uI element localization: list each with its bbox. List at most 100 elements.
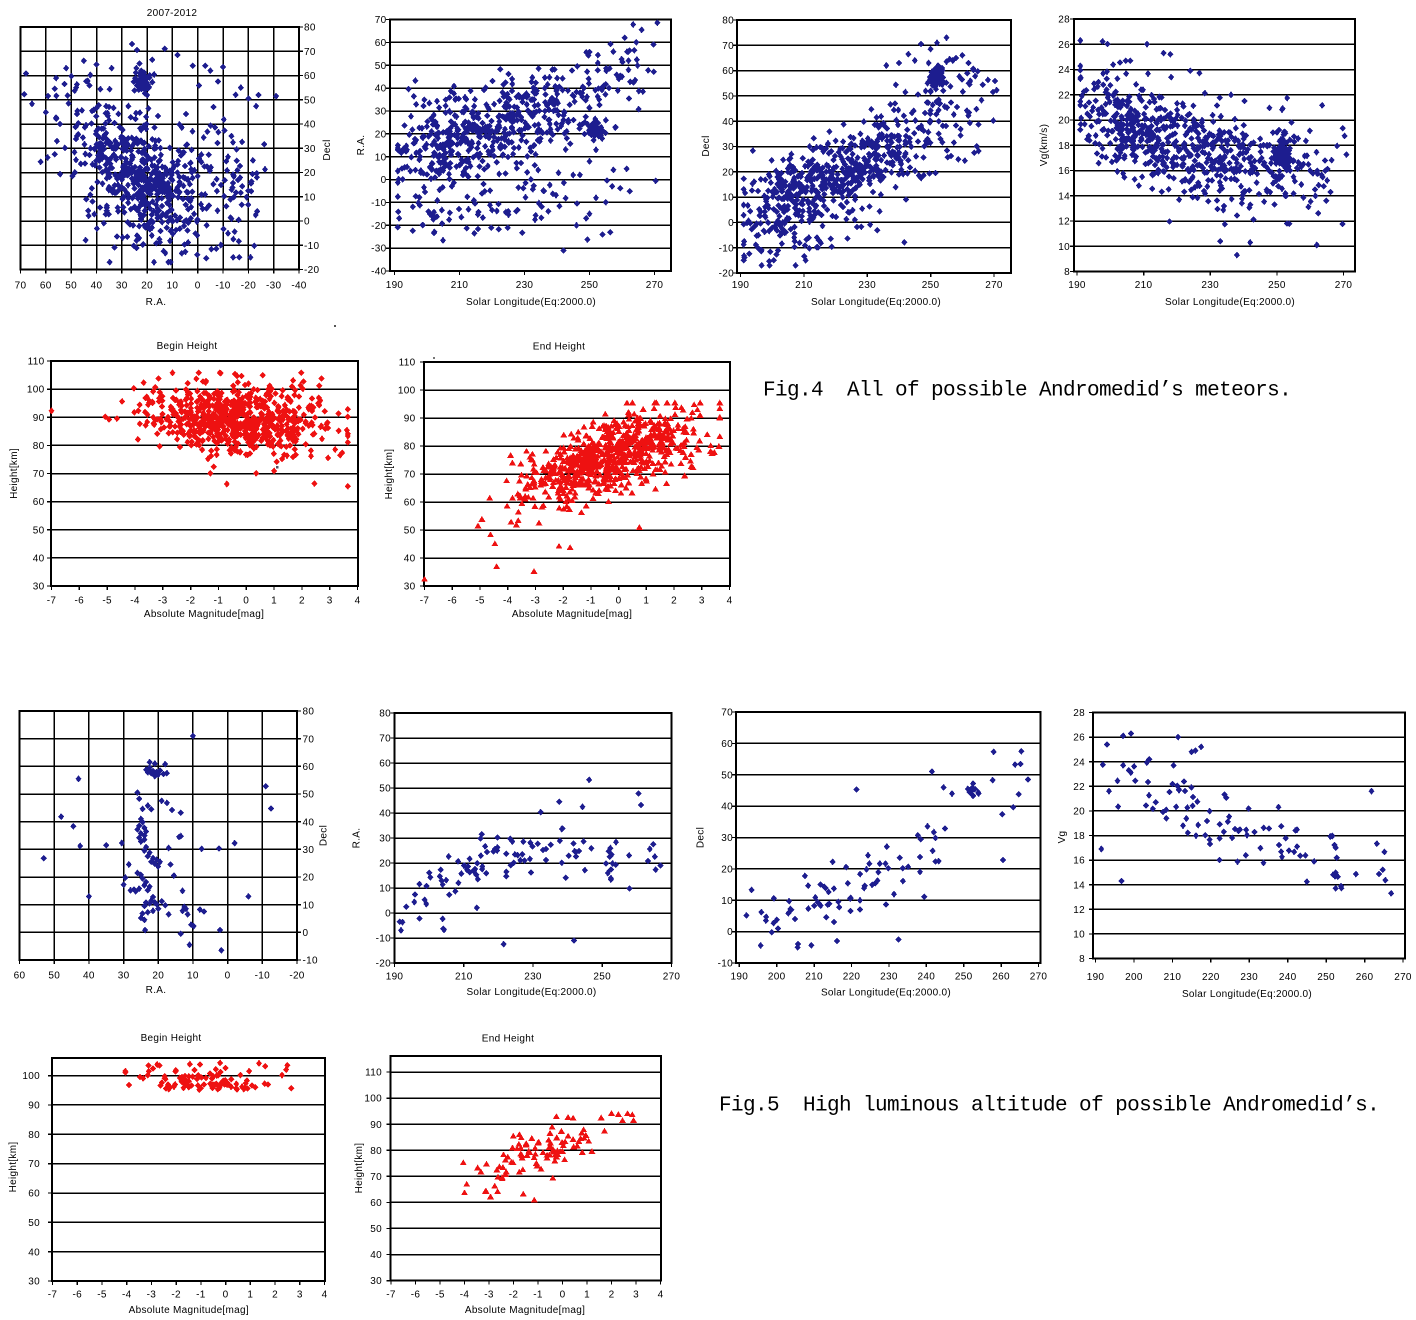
- svg-text:40: 40: [404, 554, 416, 565]
- svg-text:250: 250: [1317, 972, 1335, 983]
- svg-text:26: 26: [1058, 40, 1070, 51]
- svg-text:0: 0: [616, 596, 622, 607]
- svg-text:2: 2: [671, 596, 677, 607]
- svg-text:30: 30: [404, 582, 416, 593]
- svg-text:60: 60: [375, 38, 387, 49]
- svg-text:50: 50: [304, 95, 316, 106]
- svg-text:190: 190: [386, 280, 404, 291]
- svg-text:18: 18: [1073, 831, 1085, 842]
- svg-text:80: 80: [33, 441, 45, 452]
- svg-text:-3: -3: [484, 1290, 494, 1301]
- svg-text:Solar Longitude(Eq:2000.0): Solar Longitude(Eq:2000.0): [1182, 989, 1312, 1000]
- svg-text:60: 60: [40, 281, 52, 292]
- svg-text:210: 210: [455, 972, 473, 983]
- svg-text:80: 80: [303, 707, 315, 718]
- svg-text:3: 3: [297, 1290, 303, 1301]
- svg-text:230: 230: [880, 972, 898, 983]
- svg-text:26: 26: [1073, 733, 1085, 744]
- svg-text:-30: -30: [266, 281, 281, 292]
- svg-text:250: 250: [955, 972, 973, 983]
- svg-text:50: 50: [28, 1218, 40, 1229]
- svg-text:70: 70: [722, 41, 734, 52]
- svg-text:80: 80: [404, 442, 416, 453]
- svg-text:10: 10: [379, 884, 391, 895]
- svg-text:-10: -10: [255, 971, 270, 982]
- svg-text:40: 40: [83, 971, 95, 982]
- svg-text:Decl: Decl: [322, 139, 333, 160]
- svg-text:250: 250: [581, 280, 599, 291]
- svg-text:12: 12: [1073, 905, 1085, 916]
- svg-text:-10: -10: [371, 198, 386, 209]
- svg-text:-4: -4: [503, 596, 513, 607]
- svg-text:Height[km]: Height[km]: [354, 1143, 365, 1194]
- svg-text:18: 18: [1058, 141, 1070, 152]
- svg-text:110: 110: [365, 1068, 382, 1079]
- svg-text:-7: -7: [48, 1290, 58, 1301]
- svg-text:8: 8: [1064, 267, 1070, 278]
- svg-text:20: 20: [379, 859, 391, 870]
- svg-text:-2: -2: [186, 596, 196, 607]
- svg-text:220: 220: [1202, 972, 1220, 983]
- svg-text:Solar Longitude(Eq:2000.0): Solar Longitude(Eq:2000.0): [811, 297, 941, 308]
- svg-text:80: 80: [304, 23, 316, 34]
- svg-text:240: 240: [1279, 972, 1297, 983]
- svg-text:230: 230: [858, 280, 876, 291]
- svg-text:16: 16: [1073, 856, 1085, 867]
- svg-text:60: 60: [303, 762, 315, 773]
- svg-text:10: 10: [721, 896, 733, 907]
- svg-text:10: 10: [722, 193, 734, 204]
- svg-text:20: 20: [303, 873, 315, 884]
- svg-text:-10: -10: [303, 956, 318, 967]
- svg-text:0: 0: [381, 175, 387, 186]
- svg-text:4: 4: [727, 596, 733, 607]
- svg-text:70: 70: [404, 470, 416, 481]
- svg-text:30: 30: [304, 144, 316, 155]
- svg-text:0: 0: [195, 281, 201, 292]
- svg-text:30: 30: [118, 971, 130, 982]
- svg-text:22: 22: [1058, 90, 1070, 101]
- svg-text:1: 1: [247, 1290, 253, 1301]
- svg-text:50: 50: [370, 1224, 382, 1235]
- svg-text:110: 110: [28, 357, 45, 368]
- svg-text:2: 2: [272, 1290, 278, 1301]
- svg-text:22: 22: [1073, 782, 1085, 793]
- svg-text:70: 70: [33, 469, 45, 480]
- svg-text:100: 100: [364, 1094, 382, 1105]
- svg-text:-30: -30: [371, 244, 386, 255]
- svg-text:4: 4: [658, 1290, 664, 1301]
- svg-text:0: 0: [243, 596, 249, 607]
- svg-text:190: 190: [1087, 972, 1105, 983]
- svg-text:60: 60: [304, 71, 316, 82]
- svg-text:0: 0: [727, 927, 733, 938]
- svg-text:190: 190: [732, 280, 750, 291]
- svg-text:70: 70: [370, 1172, 382, 1183]
- svg-text:80: 80: [28, 1130, 40, 1141]
- svg-text:210: 210: [805, 972, 823, 983]
- svg-text:3: 3: [699, 596, 705, 607]
- svg-text:90: 90: [28, 1101, 40, 1112]
- svg-text:Vg: Vg: [1057, 831, 1068, 844]
- svg-text:2: 2: [299, 596, 305, 607]
- svg-text:40: 40: [33, 554, 45, 565]
- svg-text:Absolute Magnitude[mag]: Absolute Magnitude[mag]: [465, 1305, 585, 1316]
- svg-text:-1: -1: [533, 1290, 543, 1301]
- svg-text:12: 12: [1058, 217, 1070, 228]
- svg-text:60: 60: [721, 739, 733, 750]
- svg-text:-20: -20: [289, 971, 304, 982]
- svg-text:20: 20: [721, 865, 733, 876]
- svg-text:250: 250: [1268, 280, 1286, 291]
- svg-text:14: 14: [1058, 191, 1070, 202]
- svg-text:Absolute Magnitude[mag]: Absolute Magnitude[mag]: [144, 609, 264, 620]
- svg-text:Vg(km/s): Vg(km/s): [1039, 124, 1050, 166]
- svg-text:2: 2: [609, 1290, 615, 1301]
- svg-text:Fig.4 All of possible Androme: Fig.4 All of possible Andromedid’s meteo…: [763, 380, 1291, 403]
- svg-text:90: 90: [33, 413, 45, 424]
- svg-text:40: 40: [28, 1247, 40, 1258]
- svg-text:4: 4: [355, 596, 361, 607]
- svg-text:10: 10: [1058, 242, 1070, 253]
- svg-text:260: 260: [1356, 972, 1374, 983]
- svg-text:4: 4: [322, 1290, 328, 1301]
- svg-text:-20: -20: [371, 221, 386, 232]
- svg-text:220: 220: [843, 972, 861, 983]
- svg-text:50: 50: [722, 92, 734, 103]
